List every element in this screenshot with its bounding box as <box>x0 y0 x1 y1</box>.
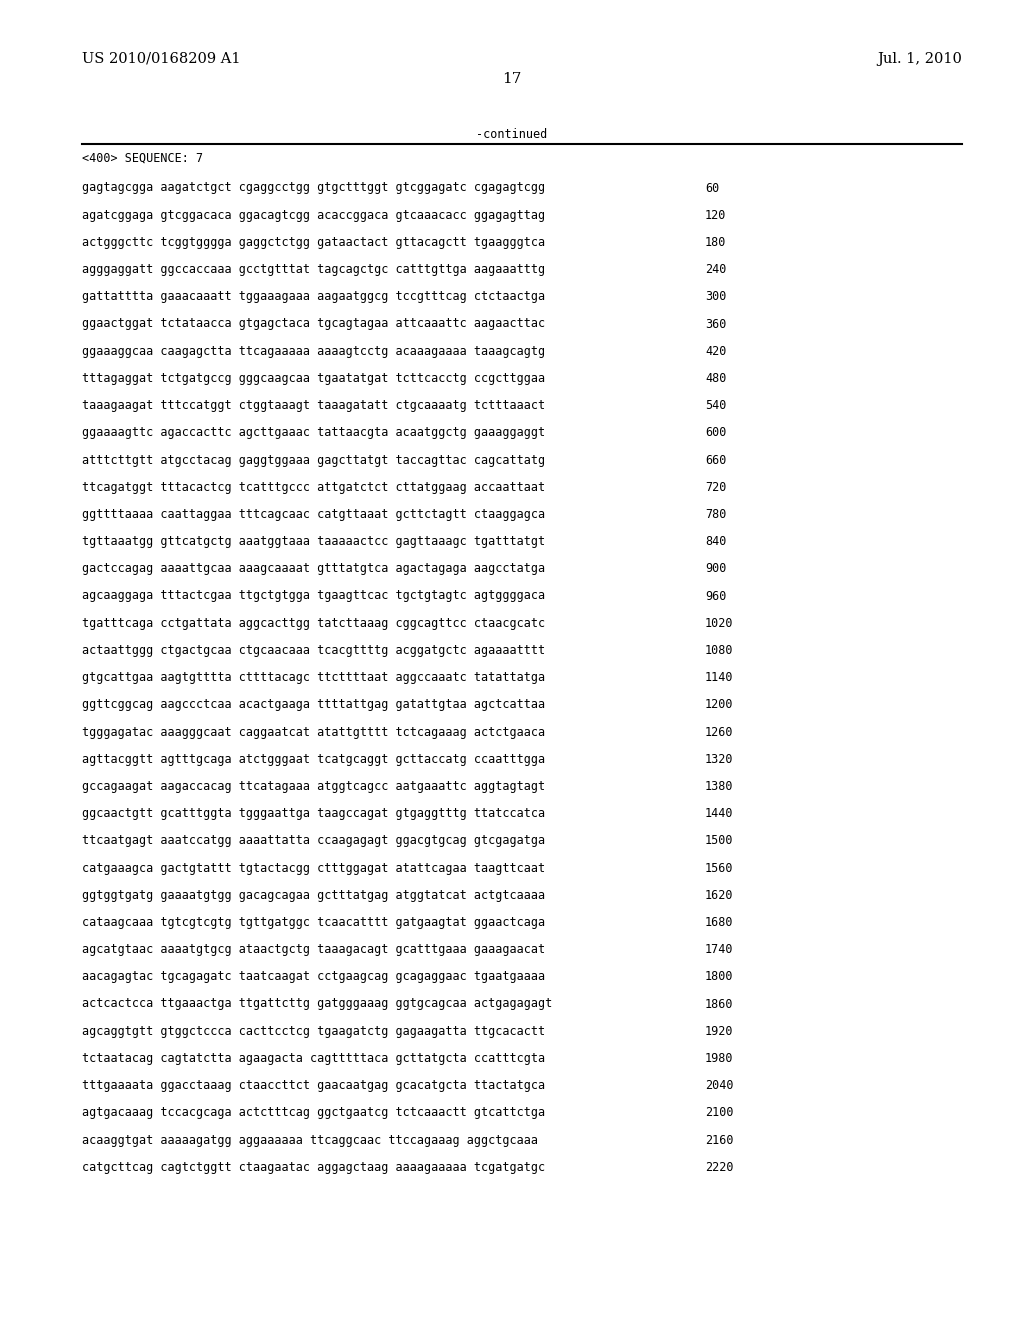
Text: 1860: 1860 <box>705 998 733 1011</box>
Text: actcactcca ttgaaactga ttgattcttg gatgggaaag ggtgcagcaa actgagagagt: actcactcca ttgaaactga ttgattcttg gatggga… <box>82 998 552 1011</box>
Text: 420: 420 <box>705 345 726 358</box>
Text: 1140: 1140 <box>705 671 733 684</box>
Text: catgcttcag cagtctggtt ctaagaatac aggagctaag aaaagaaaaa tcgatgatgc: catgcttcag cagtctggtt ctaagaatac aggagct… <box>82 1160 545 1173</box>
Text: 660: 660 <box>705 454 726 466</box>
Text: 840: 840 <box>705 535 726 548</box>
Text: ggaaaagttc agaccacttc agcttgaaac tattaacgta acaatggctg gaaaggaggt: ggaaaagttc agaccacttc agcttgaaac tattaac… <box>82 426 545 440</box>
Text: agggaggatt ggccaccaaa gcctgtttat tagcagctgc catttgttga aagaaatttg: agggaggatt ggccaccaaa gcctgtttat tagcagc… <box>82 263 545 276</box>
Text: gactccagag aaaattgcaa aaagcaaaat gtttatgtca agactagaga aagcctatga: gactccagag aaaattgcaa aaagcaaaat gtttatg… <box>82 562 545 576</box>
Text: agatcggaga gtcggacaca ggacagtcgg acaccggaca gtcaaacacc ggagagttag: agatcggaga gtcggacaca ggacagtcgg acaccgg… <box>82 209 545 222</box>
Text: acaaggtgat aaaaagatgg aggaaaaaa ttcaggcaac ttccagaaag aggctgcaaa: acaaggtgat aaaaagatgg aggaaaaaa ttcaggca… <box>82 1134 538 1147</box>
Text: 540: 540 <box>705 399 726 412</box>
Text: gtgcattgaa aagtgtttta cttttacagc ttcttttaat aggccaaatc tatattatga: gtgcattgaa aagtgtttta cttttacagc ttctttt… <box>82 671 545 684</box>
Text: 2100: 2100 <box>705 1106 733 1119</box>
Text: 1380: 1380 <box>705 780 733 793</box>
Text: 720: 720 <box>705 480 726 494</box>
Text: 120: 120 <box>705 209 726 222</box>
Text: 2160: 2160 <box>705 1134 733 1147</box>
Text: actaattggg ctgactgcaa ctgcaacaaa tcacgttttg acggatgctc agaaaatttt: actaattggg ctgactgcaa ctgcaacaaa tcacgtt… <box>82 644 545 657</box>
Text: tctaatacag cagtatctta agaagacta cagtttttaca gcttatgcta ccatttcgta: tctaatacag cagtatctta agaagacta cagttttt… <box>82 1052 545 1065</box>
Text: Jul. 1, 2010: Jul. 1, 2010 <box>878 51 962 66</box>
Text: -continued: -continued <box>476 128 548 141</box>
Text: 600: 600 <box>705 426 726 440</box>
Text: 2220: 2220 <box>705 1160 733 1173</box>
Text: 480: 480 <box>705 372 726 385</box>
Text: agcaaggaga tttactcgaa ttgctgtgga tgaagttcac tgctgtagtc agtggggaca: agcaaggaga tttactcgaa ttgctgtgga tgaagtt… <box>82 590 545 602</box>
Text: ttcagatggt tttacactcg tcatttgccc attgatctct cttatggaag accaattaat: ttcagatggt tttacactcg tcatttgccc attgatc… <box>82 480 545 494</box>
Text: agcatgtaac aaaatgtgcg ataactgctg taaagacagt gcatttgaaa gaaagaacat: agcatgtaac aaaatgtgcg ataactgctg taaagac… <box>82 942 545 956</box>
Text: 1740: 1740 <box>705 942 733 956</box>
Text: 60: 60 <box>705 181 719 194</box>
Text: aacagagtac tgcagagatc taatcaagat cctgaagcag gcagaggaac tgaatgaaaa: aacagagtac tgcagagatc taatcaagat cctgaag… <box>82 970 545 983</box>
Text: agcaggtgtt gtggctccca cacttcctcg tgaagatctg gagaagatta ttgcacactt: agcaggtgtt gtggctccca cacttcctcg tgaagat… <box>82 1024 545 1038</box>
Text: 300: 300 <box>705 290 726 304</box>
Text: tgatttcaga cctgattata aggcacttgg tatcttaaag cggcagttcc ctaacgcatc: tgatttcaga cctgattata aggcacttgg tatctta… <box>82 616 545 630</box>
Text: catgaaagca gactgtattt tgtactacgg ctttggagat atattcagaa taagttcaat: catgaaagca gactgtattt tgtactacgg ctttgga… <box>82 862 545 875</box>
Text: <400> SEQUENCE: 7: <400> SEQUENCE: 7 <box>82 152 203 165</box>
Text: 360: 360 <box>705 318 726 330</box>
Text: ggtggtgatg gaaaatgtgg gacagcagaa gctttatgag atggtatcat actgtcaaaa: ggtggtgatg gaaaatgtgg gacagcagaa gctttat… <box>82 888 545 902</box>
Text: 1620: 1620 <box>705 888 733 902</box>
Text: gccagaagat aagaccacag ttcatagaaa atggtcagcc aatgaaattc aggtagtagt: gccagaagat aagaccacag ttcatagaaa atggtca… <box>82 780 545 793</box>
Text: 1920: 1920 <box>705 1024 733 1038</box>
Text: ggaaaggcaa caagagctta ttcagaaaaa aaaagtcctg acaaagaaaa taaagcagtg: ggaaaggcaa caagagctta ttcagaaaaa aaaagtc… <box>82 345 545 358</box>
Text: 1500: 1500 <box>705 834 733 847</box>
Text: ggaactggat tctataacca gtgagctaca tgcagtagaa attcaaattc aagaacttac: ggaactggat tctataacca gtgagctaca tgcagta… <box>82 318 545 330</box>
Text: 180: 180 <box>705 236 726 249</box>
Text: 1260: 1260 <box>705 726 733 738</box>
Text: gagtagcgga aagatctgct cgaggcctgg gtgctttggt gtcggagatc cgagagtcgg: gagtagcgga aagatctgct cgaggcctgg gtgcttt… <box>82 181 545 194</box>
Text: 1560: 1560 <box>705 862 733 875</box>
Text: 1980: 1980 <box>705 1052 733 1065</box>
Text: cataagcaaa tgtcgtcgtg tgttgatggc tcaacatttt gatgaagtat ggaactcaga: cataagcaaa tgtcgtcgtg tgttgatggc tcaacat… <box>82 916 545 929</box>
Text: 240: 240 <box>705 263 726 276</box>
Text: US 2010/0168209 A1: US 2010/0168209 A1 <box>82 51 241 66</box>
Text: 2040: 2040 <box>705 1080 733 1092</box>
Text: 1080: 1080 <box>705 644 733 657</box>
Text: 1200: 1200 <box>705 698 733 711</box>
Text: ggttcggcag aagccctcaa acactgaaga ttttattgag gatattgtaa agctcattaa: ggttcggcag aagccctcaa acactgaaga ttttatt… <box>82 698 545 711</box>
Text: gattatttta gaaacaaatt tggaaagaaa aagaatggcg tccgtttcag ctctaactga: gattatttta gaaacaaatt tggaaagaaa aagaatg… <box>82 290 545 304</box>
Text: tgttaaatgg gttcatgctg aaatggtaaa taaaaactcc gagttaaagc tgatttatgt: tgttaaatgg gttcatgctg aaatggtaaa taaaaac… <box>82 535 545 548</box>
Text: taaagaagat tttccatggt ctggtaaagt taaagatatt ctgcaaaatg tctttaaact: taaagaagat tttccatggt ctggtaaagt taaagat… <box>82 399 545 412</box>
Text: agttacggtt agtttgcaga atctgggaat tcatgcaggt gcttaccatg ccaatttgga: agttacggtt agtttgcaga atctgggaat tcatgca… <box>82 752 545 766</box>
Text: tttagaggat tctgatgccg gggcaagcaa tgaatatgat tcttcacctg ccgcttggaa: tttagaggat tctgatgccg gggcaagcaa tgaatat… <box>82 372 545 385</box>
Text: ttcaatgagt aaatccatgg aaaattatta ccaagagagt ggacgtgcag gtcgagatga: ttcaatgagt aaatccatgg aaaattatta ccaagag… <box>82 834 545 847</box>
Text: 900: 900 <box>705 562 726 576</box>
Text: 1320: 1320 <box>705 752 733 766</box>
Text: tttgaaaata ggacctaaag ctaaccttct gaacaatgag gcacatgcta ttactatgca: tttgaaaata ggacctaaag ctaaccttct gaacaat… <box>82 1080 545 1092</box>
Text: agtgacaaag tccacgcaga actctttcag ggctgaatcg tctcaaactt gtcattctga: agtgacaaag tccacgcaga actctttcag ggctgaa… <box>82 1106 545 1119</box>
Text: ggcaactgtt gcatttggta tgggaattga taagccagat gtgaggtttg ttatccatca: ggcaactgtt gcatttggta tgggaattga taagcca… <box>82 807 545 820</box>
Text: 1680: 1680 <box>705 916 733 929</box>
Text: 1020: 1020 <box>705 616 733 630</box>
Text: 780: 780 <box>705 508 726 521</box>
Text: 17: 17 <box>503 73 521 86</box>
Text: 960: 960 <box>705 590 726 602</box>
Text: tgggagatac aaagggcaat caggaatcat atattgtttt tctcagaaag actctgaaca: tgggagatac aaagggcaat caggaatcat atattgt… <box>82 726 545 738</box>
Text: 1440: 1440 <box>705 807 733 820</box>
Text: actgggcttc tcggtgggga gaggctctgg gataactact gttacagctt tgaagggtca: actgggcttc tcggtgggga gaggctctgg gataact… <box>82 236 545 249</box>
Text: 1800: 1800 <box>705 970 733 983</box>
Text: atttcttgtt atgcctacag gaggtggaaa gagcttatgt taccagttac cagcattatg: atttcttgtt atgcctacag gaggtggaaa gagctta… <box>82 454 545 466</box>
Text: ggttttaaaa caattaggaa tttcagcaac catgttaaat gcttctagtt ctaaggagca: ggttttaaaa caattaggaa tttcagcaac catgtta… <box>82 508 545 521</box>
